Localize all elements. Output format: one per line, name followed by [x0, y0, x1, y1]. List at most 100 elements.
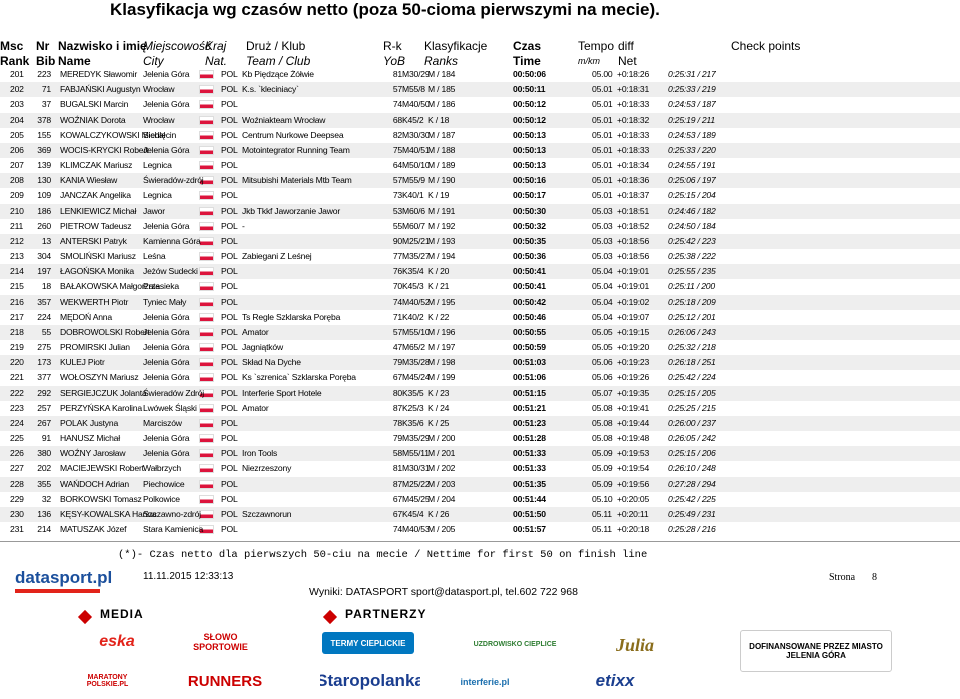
cell-time: 00:51:50 — [513, 508, 546, 519]
cell-net: 0:25:32 / 218 — [668, 342, 716, 353]
column-header: Kraj — [205, 39, 227, 53]
cell-city: Świeradów Zdrój — [143, 387, 204, 398]
flag — [199, 115, 214, 125]
cell-pace: 05.11 — [592, 508, 612, 519]
cell-name: BAŁAKOWSKA Małgorzata — [60, 281, 160, 292]
cell-yob: 71 — [392, 311, 402, 322]
flag — [199, 70, 214, 79]
cell-yob: 80 — [392, 387, 402, 398]
cell-rank: 212 — [10, 235, 24, 246]
cell-cat: M40/50 — [402, 99, 430, 110]
cell-cat: K35/4 — [402, 266, 424, 277]
cell-diff: +0:18:52 — [617, 220, 650, 231]
cell-nat: POL — [221, 311, 238, 322]
cell-ranks: K / 23 — [428, 387, 450, 398]
cell-name: WEKWERTH Piotr — [60, 296, 129, 307]
cell-city: Wrocław — [143, 84, 175, 95]
cell-pace: 05.03 — [592, 205, 613, 216]
cell-team: - — [242, 220, 245, 231]
cell-city: Jawor — [143, 205, 165, 216]
flag — [199, 282, 214, 292]
cell-net: 0:24:53 / 187 — [668, 99, 716, 110]
cell-city: Jelenia Góra — [143, 372, 190, 383]
cell-bib: 186 — [37, 205, 51, 216]
cell-ranks: M / 184 — [428, 69, 456, 79]
cell-cat: M45/25 — [402, 493, 430, 504]
cell-nat: POL — [221, 493, 238, 504]
cell-name: HANUSZ Michał — [60, 433, 120, 444]
cell-diff: +0:19:41 — [617, 402, 650, 413]
cell-time: 00:50:30 — [513, 205, 546, 216]
cell-yob: 79 — [392, 357, 402, 368]
cell-name: KULEJ Piotr — [60, 357, 105, 368]
cell-name: KĘSY-KOWALSKA Hanna — [60, 508, 157, 519]
cell-pace: 05.01 — [592, 84, 613, 95]
column-header-sub: Team / Club — [246, 54, 311, 68]
cell-rank: 205 — [10, 129, 24, 140]
cell-cat: K40/2 — [402, 311, 424, 322]
cell-team: Ts Regle Szklarska Poręba — [242, 311, 341, 322]
cell-name: FABJAŃSKI Augustyn — [60, 84, 141, 95]
cell-bib: 257 — [37, 402, 51, 413]
table-row: 219 275 PROMIRSKI Julian Jelenia Góra POL Jag… — [0, 340, 960, 355]
cell-diff: +0:18:33 — [617, 144, 650, 155]
flag — [199, 418, 214, 428]
cell-rank: 211 — [10, 220, 24, 231]
cell-time: 00:51:57 — [513, 524, 546, 535]
cell-name: WOŹNY Jarosław — [60, 448, 126, 459]
title: Klasyfikacja wg czasów netto (poza 50-ci… — [110, 0, 660, 19]
cell-bib: 109 — [37, 190, 51, 201]
cell-ranks: M / 187 — [428, 129, 456, 140]
cell-rank: 228 — [10, 478, 24, 489]
cell-pace: 05.04 — [592, 266, 613, 277]
cell-diff: +0:19:26 — [617, 372, 650, 383]
cell-net: 0:25:33 / 220 — [668, 144, 716, 155]
sponsor-logo: Julia — [600, 630, 670, 660]
cell-bib: 355 — [37, 478, 51, 489]
cell-nat: POL — [221, 463, 238, 474]
cell-cat: K45/4 — [402, 508, 424, 519]
sponsor-logo: MARATONY POLSKIE.PL — [80, 666, 135, 696]
table-row: 207 139 KLIMCZAK Mariusz Legnica POL 64 M50/10… — [0, 158, 960, 173]
cell-pace: 05.04 — [592, 311, 613, 322]
cell-city: Piechowice — [143, 478, 185, 489]
cell-bib: 91 — [41, 433, 51, 444]
cell-pace: 05.01 — [592, 99, 613, 110]
cell-ranks: M / 203 — [428, 478, 456, 489]
table-row: 230 136 KĘSY-KOWALSKA Hanna Szczawno-zdrój P… — [0, 506, 960, 522]
column-header-sub: Ranks — [424, 54, 459, 68]
cell-yob: 87 — [392, 402, 402, 413]
cell-nat: POL — [221, 190, 238, 201]
cell-bib: 304 — [37, 251, 51, 262]
cell-yob: 81 — [392, 69, 402, 79]
cell-city: Siedlęcin — [143, 129, 177, 140]
cell-time: 00:51:21 — [513, 402, 546, 413]
cell-time: 00:50:11 — [513, 84, 546, 95]
flag — [199, 145, 214, 155]
cell-yob: 79 — [392, 433, 402, 444]
cell-city: Jelenia Góra — [143, 69, 190, 79]
cell-team: Szczawnorun — [242, 508, 292, 519]
table-row: 205 155 KOWALCZYKOWSKI Michał Siedlęcin POL C… — [0, 128, 960, 143]
cell-cat: M30/31 — [402, 463, 430, 474]
cell-ranks: K / 24 — [428, 402, 450, 413]
table-row: 202 71 FABJAŃSKI Augustyn Wrocław POL K.s. `k… — [0, 82, 960, 98]
cell-bib: 202 — [37, 463, 51, 474]
cell-diff: +0:19:01 — [617, 281, 650, 292]
cell-pace: 05.03 — [592, 235, 613, 246]
cell-city: Szczawno-zdrój — [143, 508, 201, 519]
table-row: 229 32 BORKOWSKI Tomasz Polkowice POL 67 M45/2… — [0, 492, 960, 507]
flag — [199, 206, 214, 216]
cell-ranks: M / 205 — [428, 524, 456, 535]
column-header: diff — [618, 39, 634, 53]
cell-yob: 81 — [392, 463, 402, 474]
cell-cat: M25/22 — [402, 478, 430, 489]
cell-net: 0:26:10 / 248 — [668, 463, 716, 474]
cell-cat: M30/29 — [402, 69, 430, 79]
cell-bib: 37 — [41, 99, 51, 110]
cell-yob: 57 — [392, 326, 402, 337]
cell-diff: +0:20:11 — [617, 508, 649, 519]
cell-name: PIETROW Tadeusz — [60, 220, 132, 231]
cell-yob: 74 — [392, 524, 402, 535]
cell-diff: +0:19:35 — [617, 387, 650, 398]
